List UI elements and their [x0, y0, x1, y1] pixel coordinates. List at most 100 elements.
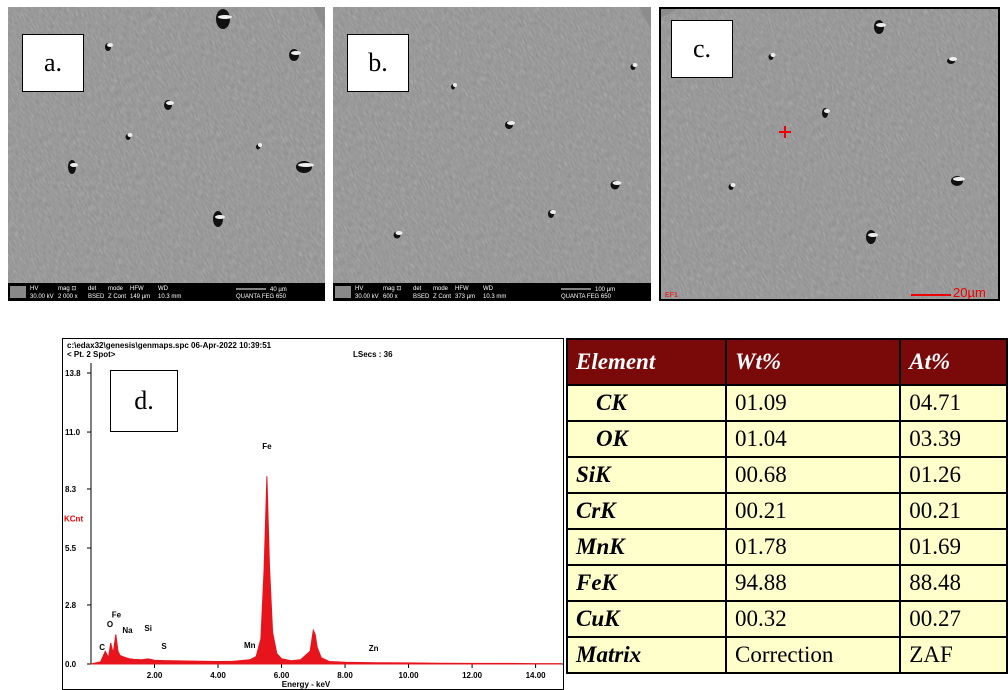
- peak-label: Fe: [262, 442, 272, 451]
- table-row: CuK 00.32 00.27: [565, 600, 1008, 638]
- peak-label: S: [161, 642, 167, 651]
- info-value: 149 µm: [130, 294, 150, 300]
- sem-image: 20µm EF1 c.: [659, 7, 1000, 301]
- logo: [335, 286, 351, 298]
- pit-edge: [550, 210, 556, 214]
- info-value: 30.00 kV: [355, 294, 379, 300]
- info-label: mag ⊡: [58, 286, 76, 292]
- value-cell: 04.71: [899, 384, 1008, 422]
- value-cell: 01.04: [725, 420, 902, 458]
- composition-table: Element Wt% At% CK 01.09 04.71 OK 01.04 03.39 SiK…: [565, 338, 1008, 674]
- spectrum-header: c:\edax32\genesis\genmaps.spc 06-Apr-202…: [67, 341, 272, 350]
- corner-label: EF1: [665, 292, 678, 299]
- value-cell: 01.78: [725, 528, 902, 566]
- pit-edge: [730, 183, 736, 187]
- pit-edge: [824, 109, 830, 113]
- value-cell: 01.09: [725, 384, 902, 422]
- x-axis-label: Energy - keV: [282, 680, 331, 689]
- instrument: QUANTA FEG 650: [236, 294, 287, 300]
- element-cell: SiK: [565, 456, 728, 494]
- pit-edge: [395, 231, 403, 235]
- info-label: det: [413, 286, 422, 292]
- logo: [10, 286, 26, 298]
- info-label: mode: [108, 286, 124, 292]
- peak-label: O: [107, 620, 113, 629]
- element-cell: CK: [565, 384, 728, 422]
- y-tick-label: 2.8: [65, 601, 77, 610]
- info-value: 10.3 mm: [483, 294, 506, 300]
- sem-image: HV 30.00 kV mag ⊡ 600 x det BSED mode Z Cont HFW…: [333, 7, 651, 301]
- pit-edge: [218, 15, 232, 19]
- pit-edge: [107, 43, 113, 47]
- pit: [866, 230, 876, 244]
- table-row: OK 01.04 03.39: [565, 420, 1008, 458]
- y-tick-label: 5.5: [65, 544, 77, 553]
- peak-label: Si: [144, 624, 152, 633]
- pit: [213, 211, 223, 227]
- element-cell: OK: [565, 420, 728, 458]
- info-value: 10.3 mm: [158, 294, 181, 300]
- spectrum-header: LSecs : 36: [353, 350, 393, 359]
- info-value: BSED: [413, 294, 430, 300]
- table-row: CK 01.09 04.71: [565, 384, 1008, 422]
- pit-edge: [953, 177, 965, 181]
- element-cell: MnK: [565, 528, 728, 566]
- value-cell: 88.48: [899, 564, 1008, 602]
- value-cell: 00.27: [899, 600, 1008, 638]
- pit-edge: [612, 181, 622, 185]
- info-value: 373 µm: [455, 294, 475, 300]
- x-tick-label: 2.00: [147, 671, 163, 680]
- header-cell: Wt%: [725, 338, 902, 386]
- pit-edge: [868, 233, 878, 237]
- pit-edge: [876, 23, 886, 27]
- header-cell: At%: [899, 338, 1008, 386]
- element-cell: CrK: [565, 492, 728, 530]
- value-cell: 00.32: [725, 600, 902, 638]
- info-bar: [8, 283, 325, 301]
- info-value: Z Cont: [433, 294, 451, 300]
- pit-edge: [632, 63, 638, 67]
- info-bar: [333, 283, 651, 301]
- info-label: HFW: [455, 286, 469, 292]
- pit: [296, 161, 312, 173]
- pit-edge: [770, 53, 776, 57]
- pit-edge: [453, 83, 457, 87]
- value-cell: ZAF: [899, 636, 1008, 674]
- pit-edge: [127, 133, 133, 137]
- element-cell: CuK: [565, 600, 728, 638]
- value-cell: 00.21: [725, 492, 902, 530]
- header-cell: Element: [565, 338, 728, 386]
- table-row: CrK 00.21 00.21: [565, 492, 1008, 530]
- x-tick-label: 8.00: [337, 671, 353, 680]
- panel-label: d.: [110, 370, 178, 432]
- element-cell: FeK: [565, 564, 728, 602]
- info-label: mode: [433, 286, 449, 292]
- panel-label: c.: [671, 20, 733, 78]
- element-cell: Matrix: [565, 636, 728, 674]
- info-label: mag ⊡: [383, 286, 401, 292]
- table-row: Matrix Correction ZAF: [565, 636, 1008, 674]
- x-tick-label: 6.00: [274, 671, 290, 680]
- peak-label: Mn: [244, 641, 256, 650]
- pit: [216, 9, 230, 29]
- y-axis-label: KCnt: [64, 515, 83, 524]
- peak-label: Zn: [369, 644, 379, 653]
- instrument: QUANTA FEG 650: [561, 294, 612, 300]
- sem-image: HV 30.00 kV mag ⊡ 2 000 x det BSED mode Z Cont H…: [8, 7, 325, 301]
- pit-edge: [507, 121, 515, 125]
- info-label: det: [88, 286, 97, 292]
- value-cell: 01.26: [899, 456, 1008, 494]
- value-cell: 94.88: [725, 564, 902, 602]
- value-cell: 00.21: [899, 492, 1008, 530]
- pit-edge: [291, 51, 301, 55]
- info-label: WD: [158, 286, 169, 292]
- panel-label: a.: [22, 34, 84, 92]
- info-label: HV: [355, 286, 363, 292]
- eds-spectrum: c:\edax32\genesis\genmaps.spc 06-Apr-202…: [62, 338, 564, 690]
- info-label: HV: [30, 286, 38, 292]
- table-row: FeK 94.88 88.48: [565, 564, 1008, 602]
- scale-label: 100 µm: [595, 287, 615, 293]
- table-row: MnK 01.78 01.69: [565, 528, 1008, 566]
- table-row: SiK 00.68 01.26: [565, 456, 1008, 494]
